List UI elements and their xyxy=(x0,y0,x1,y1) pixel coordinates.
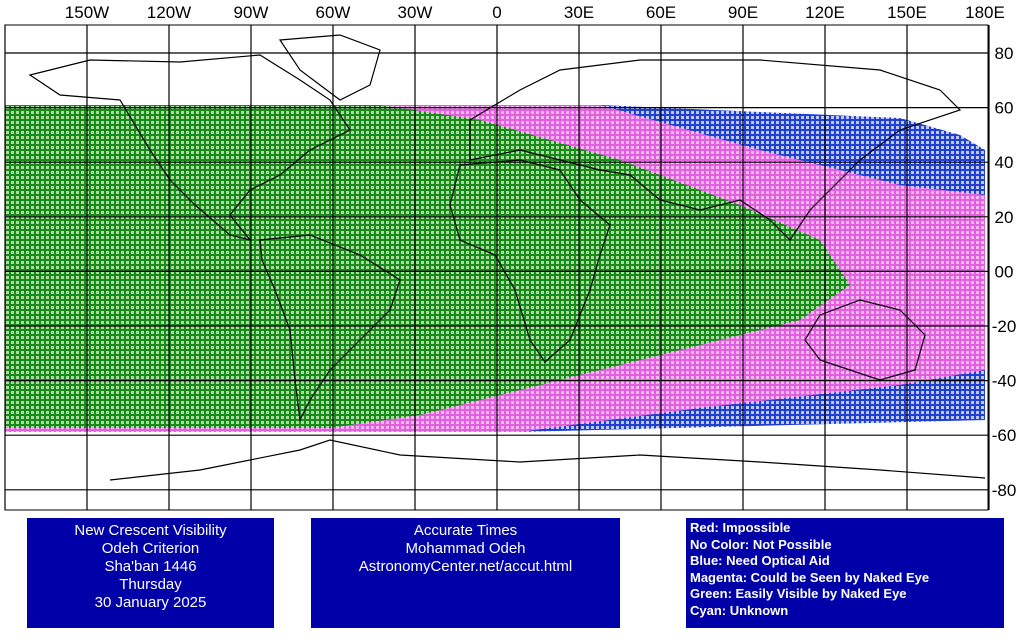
title-box: New Crescent Visibility Odeh Criterion Sha… xyxy=(27,518,274,628)
longitude-label: 90E xyxy=(728,3,758,22)
longitude-label: 180E xyxy=(965,3,1005,22)
text-line: Thursday xyxy=(119,576,182,593)
text-line: Cyan: Unknown xyxy=(690,602,789,618)
longitude-label: 0 xyxy=(492,3,501,22)
latitude-label: 00 xyxy=(995,262,1014,281)
longitude-label: 60W xyxy=(316,3,351,22)
text-line: AstronomyCenter.net/accut.html xyxy=(358,558,573,575)
text-line: Sha'ban 1446 xyxy=(104,558,197,575)
latitude-label: -20 xyxy=(992,317,1017,336)
text-line: Blue: Need Optical Aid xyxy=(690,553,830,568)
text-line: New Crescent Visibility xyxy=(74,522,227,539)
text-line: Magenta: Could be Seen by Naked Eye xyxy=(690,569,930,585)
latitude-label: 40 xyxy=(995,153,1014,172)
longitude-label: 30E xyxy=(564,3,594,22)
longitude-label: 90W xyxy=(234,3,269,22)
coastlines xyxy=(28,34,986,481)
map: 150W 120W 90W 60W 30W 0 30E 60E 90E 120E 150E 180E 8… xyxy=(4,3,1017,511)
latitude-label: 60 xyxy=(995,99,1014,118)
text-line: No Color: Not Possible xyxy=(690,536,832,552)
text-line: Accurate Times xyxy=(413,522,518,539)
longitude-label: 150W xyxy=(65,3,109,22)
latitude-label: -60 xyxy=(992,426,1017,445)
latitude-label: 20 xyxy=(995,208,1014,227)
longitude-label: 60E xyxy=(646,3,676,22)
text-line: 30 January 2025 xyxy=(94,594,207,611)
green-region xyxy=(5,105,850,428)
longitude-label: 120W xyxy=(147,3,191,22)
graticule xyxy=(4,25,990,510)
latitude-label: 80 xyxy=(995,44,1014,63)
legend-box: Red: Impossible No Color: Not Possible Blu… xyxy=(686,518,1004,628)
text-line: Odeh Criterion xyxy=(101,540,200,557)
text-line: Red: Impossible xyxy=(690,520,791,535)
text-line: Green: Easily Visible by Naked Eye xyxy=(690,586,907,601)
credits-box: Accurate Times Mohammad Odeh AstronomyCent… xyxy=(311,518,620,628)
longitude-label: 120E xyxy=(805,3,845,22)
text-line: Mohammad Odeh xyxy=(405,540,526,557)
latitude-label: -40 xyxy=(992,372,1017,391)
longitude-label: 150E xyxy=(887,3,927,22)
latitude-label: -80 xyxy=(992,481,1017,500)
longitude-label: 30W xyxy=(398,3,433,22)
